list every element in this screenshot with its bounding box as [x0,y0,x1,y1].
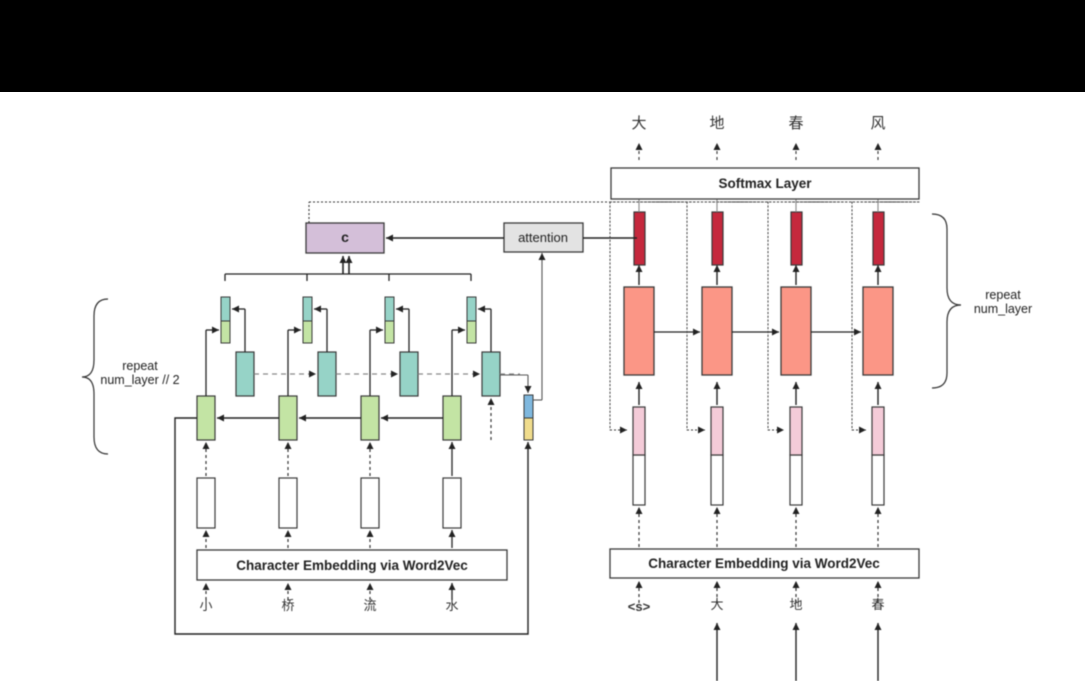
svg-text:Softmax Layer: Softmax Layer [718,176,812,191]
svg-text:attention: attention [518,230,568,245]
svg-text:大: 大 [631,115,646,132]
svg-text:水: 水 [445,598,458,613]
svg-text:桥: 桥 [281,598,294,613]
svg-text:c: c [341,229,349,245]
svg-text:repeat: repeat [122,359,158,373]
svg-text:repeat: repeat [985,288,1021,302]
svg-text:风: 风 [870,115,885,132]
svg-text:num_layer: num_layer [974,302,1032,316]
svg-text:Character Embedding via Word2V: Character Embedding via Word2Vec [236,558,468,573]
svg-text:小: 小 [199,598,212,613]
svg-text:Character Embedding via Word2V: Character Embedding via Word2Vec [648,556,880,571]
svg-text:春: 春 [871,597,884,612]
svg-text:地: 地 [709,115,724,132]
svg-text:num_layer // 2: num_layer // 2 [100,373,179,387]
svg-text:大: 大 [710,597,723,612]
svg-text:春: 春 [788,115,803,132]
svg-text:流: 流 [363,598,376,613]
svg-text:地: 地 [789,597,802,612]
